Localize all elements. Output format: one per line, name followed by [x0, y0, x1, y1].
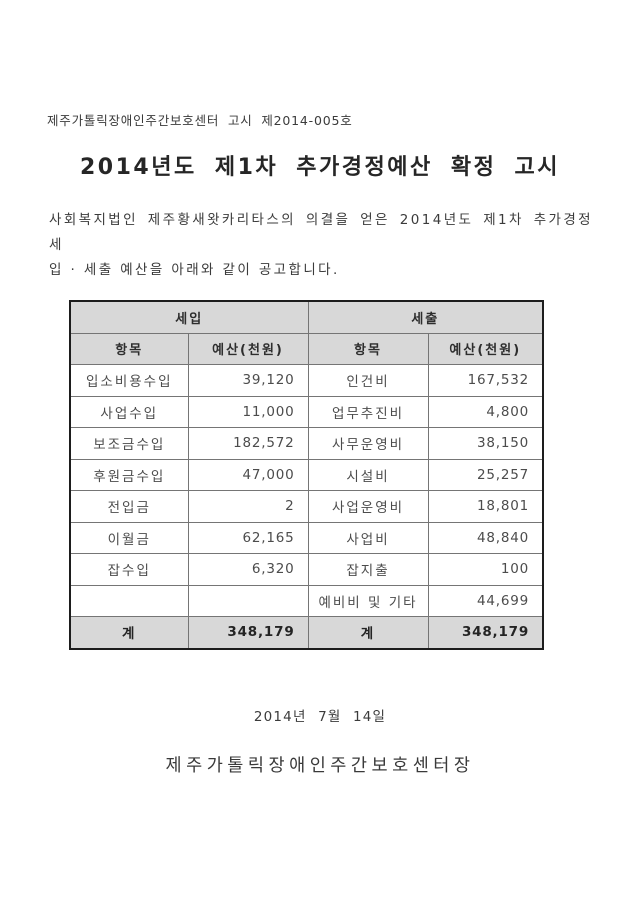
revenue-amount-cell — [187, 584, 309, 617]
revenue-item-cell: 전입금 — [69, 490, 189, 523]
revenue-item-cell: 후원금수입 — [69, 458, 189, 491]
revenue-item-cell — [69, 584, 189, 617]
expenditure-total-label-cell: 계 — [307, 616, 429, 649]
table-row: 예비비 및 기타 44,699 — [69, 584, 544, 617]
revenue-item-cell: 보조금수입 — [69, 427, 189, 460]
column-header-row: 항목 예산(천원) 항목 예산(천원) — [69, 332, 544, 365]
expenditure-item-cell: 사무운영비 — [307, 427, 429, 460]
revenue-item-cell: 잡수입 — [69, 553, 189, 586]
revenue-amount-cell: 2 — [187, 490, 309, 523]
revenue-amount-cell: 11,000 — [187, 395, 309, 428]
expenditure-amount-cell: 167,532 — [427, 364, 544, 397]
table-row: 이월금 62,165 사업비 48,840 — [69, 521, 544, 554]
revenue-section-header: 세입 — [69, 300, 309, 334]
revenue-amount-cell: 39,120 — [187, 364, 309, 397]
budget-table: 세입 세출 항목 예산(천원) 항목 예산(천원) 입소비용수입 39,120 … — [69, 300, 545, 650]
expenditure-section-header: 세출 — [307, 300, 544, 334]
expenditure-item-cell: 업무추진비 — [307, 395, 429, 428]
expenditure-amount-cell: 18,801 — [427, 490, 544, 523]
revenue-item-cell: 사업수입 — [69, 395, 189, 428]
revenue-budget-column-header: 예산(천원) — [187, 332, 309, 365]
revenue-item-cell: 입소비용수입 — [69, 364, 189, 397]
revenue-item-cell: 이월금 — [69, 521, 189, 554]
table-row: 입소비용수입 39,120 인건비 167,532 — [69, 364, 544, 397]
expenditure-total-amount-cell: 348,179 — [427, 616, 544, 649]
expenditure-item-cell: 사업비 — [307, 521, 429, 554]
expenditure-amount-cell: 25,257 — [427, 458, 544, 491]
body-line-1: 사회복지법인 제주황새왓카리타스의 의결을 얻은 2014년도 제1차 추가경정… — [49, 212, 593, 253]
expenditure-item-cell: 사업운영비 — [307, 490, 429, 523]
revenue-amount-cell: 47,000 — [187, 458, 309, 491]
revenue-total-label-cell: 계 — [69, 616, 189, 649]
body-paragraph: 사회복지법인 제주황새왓카리타스의 의결을 얻은 2014년도 제1차 추가경정… — [49, 208, 593, 283]
notice-date: 2014년 7월 14일 — [253, 709, 387, 725]
revenue-item-column-header: 항목 — [69, 332, 189, 365]
expenditure-item-cell: 인건비 — [307, 364, 429, 397]
body-line-2: 입 · 세출 예산을 아래와 같이 공고합니다. — [49, 262, 340, 278]
revenue-amount-cell: 182,572 — [187, 427, 309, 460]
expenditure-amount-cell: 38,150 — [427, 427, 544, 460]
table-row: 후원금수입 47,000 시설비 25,257 — [69, 458, 544, 491]
total-row: 계 348,179 계 348,179 — [69, 616, 544, 649]
expenditure-item-cell: 시설비 — [307, 458, 429, 491]
revenue-total-amount-cell: 348,179 — [187, 616, 309, 649]
expenditure-amount-cell: 48,840 — [427, 521, 544, 554]
section-header-row: 세입 세출 — [69, 300, 544, 334]
expenditure-amount-cell: 44,699 — [427, 584, 544, 617]
table-row: 전입금 2 사업운영비 18,801 — [69, 490, 544, 523]
table-row: 보조금수입 182,572 사무운영비 38,150 — [69, 427, 544, 460]
page-title: 2014년도 제1차 추가경정예산 확정 고시 — [79, 155, 561, 180]
expenditure-amount-cell: 4,800 — [427, 395, 544, 428]
signature: 제주가톨릭장애인주간보호센터장 — [165, 756, 475, 776]
expenditure-item-cell: 예비비 및 기타 — [307, 584, 429, 617]
table-row: 사업수입 11,000 업무추진비 4,800 — [69, 395, 544, 428]
expenditure-item-cell: 잡지출 — [307, 553, 429, 586]
table-row: 잡수입 6,320 잡지출 100 — [69, 553, 544, 586]
expenditure-item-column-header: 항목 — [307, 332, 429, 365]
doc-number: 제주가톨릭장애인주간보호센터 고시 제2014-005호 — [47, 113, 353, 128]
expenditure-budget-column-header: 예산(천원) — [427, 332, 544, 365]
revenue-amount-cell: 62,165 — [187, 521, 309, 554]
expenditure-amount-cell: 100 — [427, 553, 544, 586]
revenue-amount-cell: 6,320 — [187, 553, 309, 586]
